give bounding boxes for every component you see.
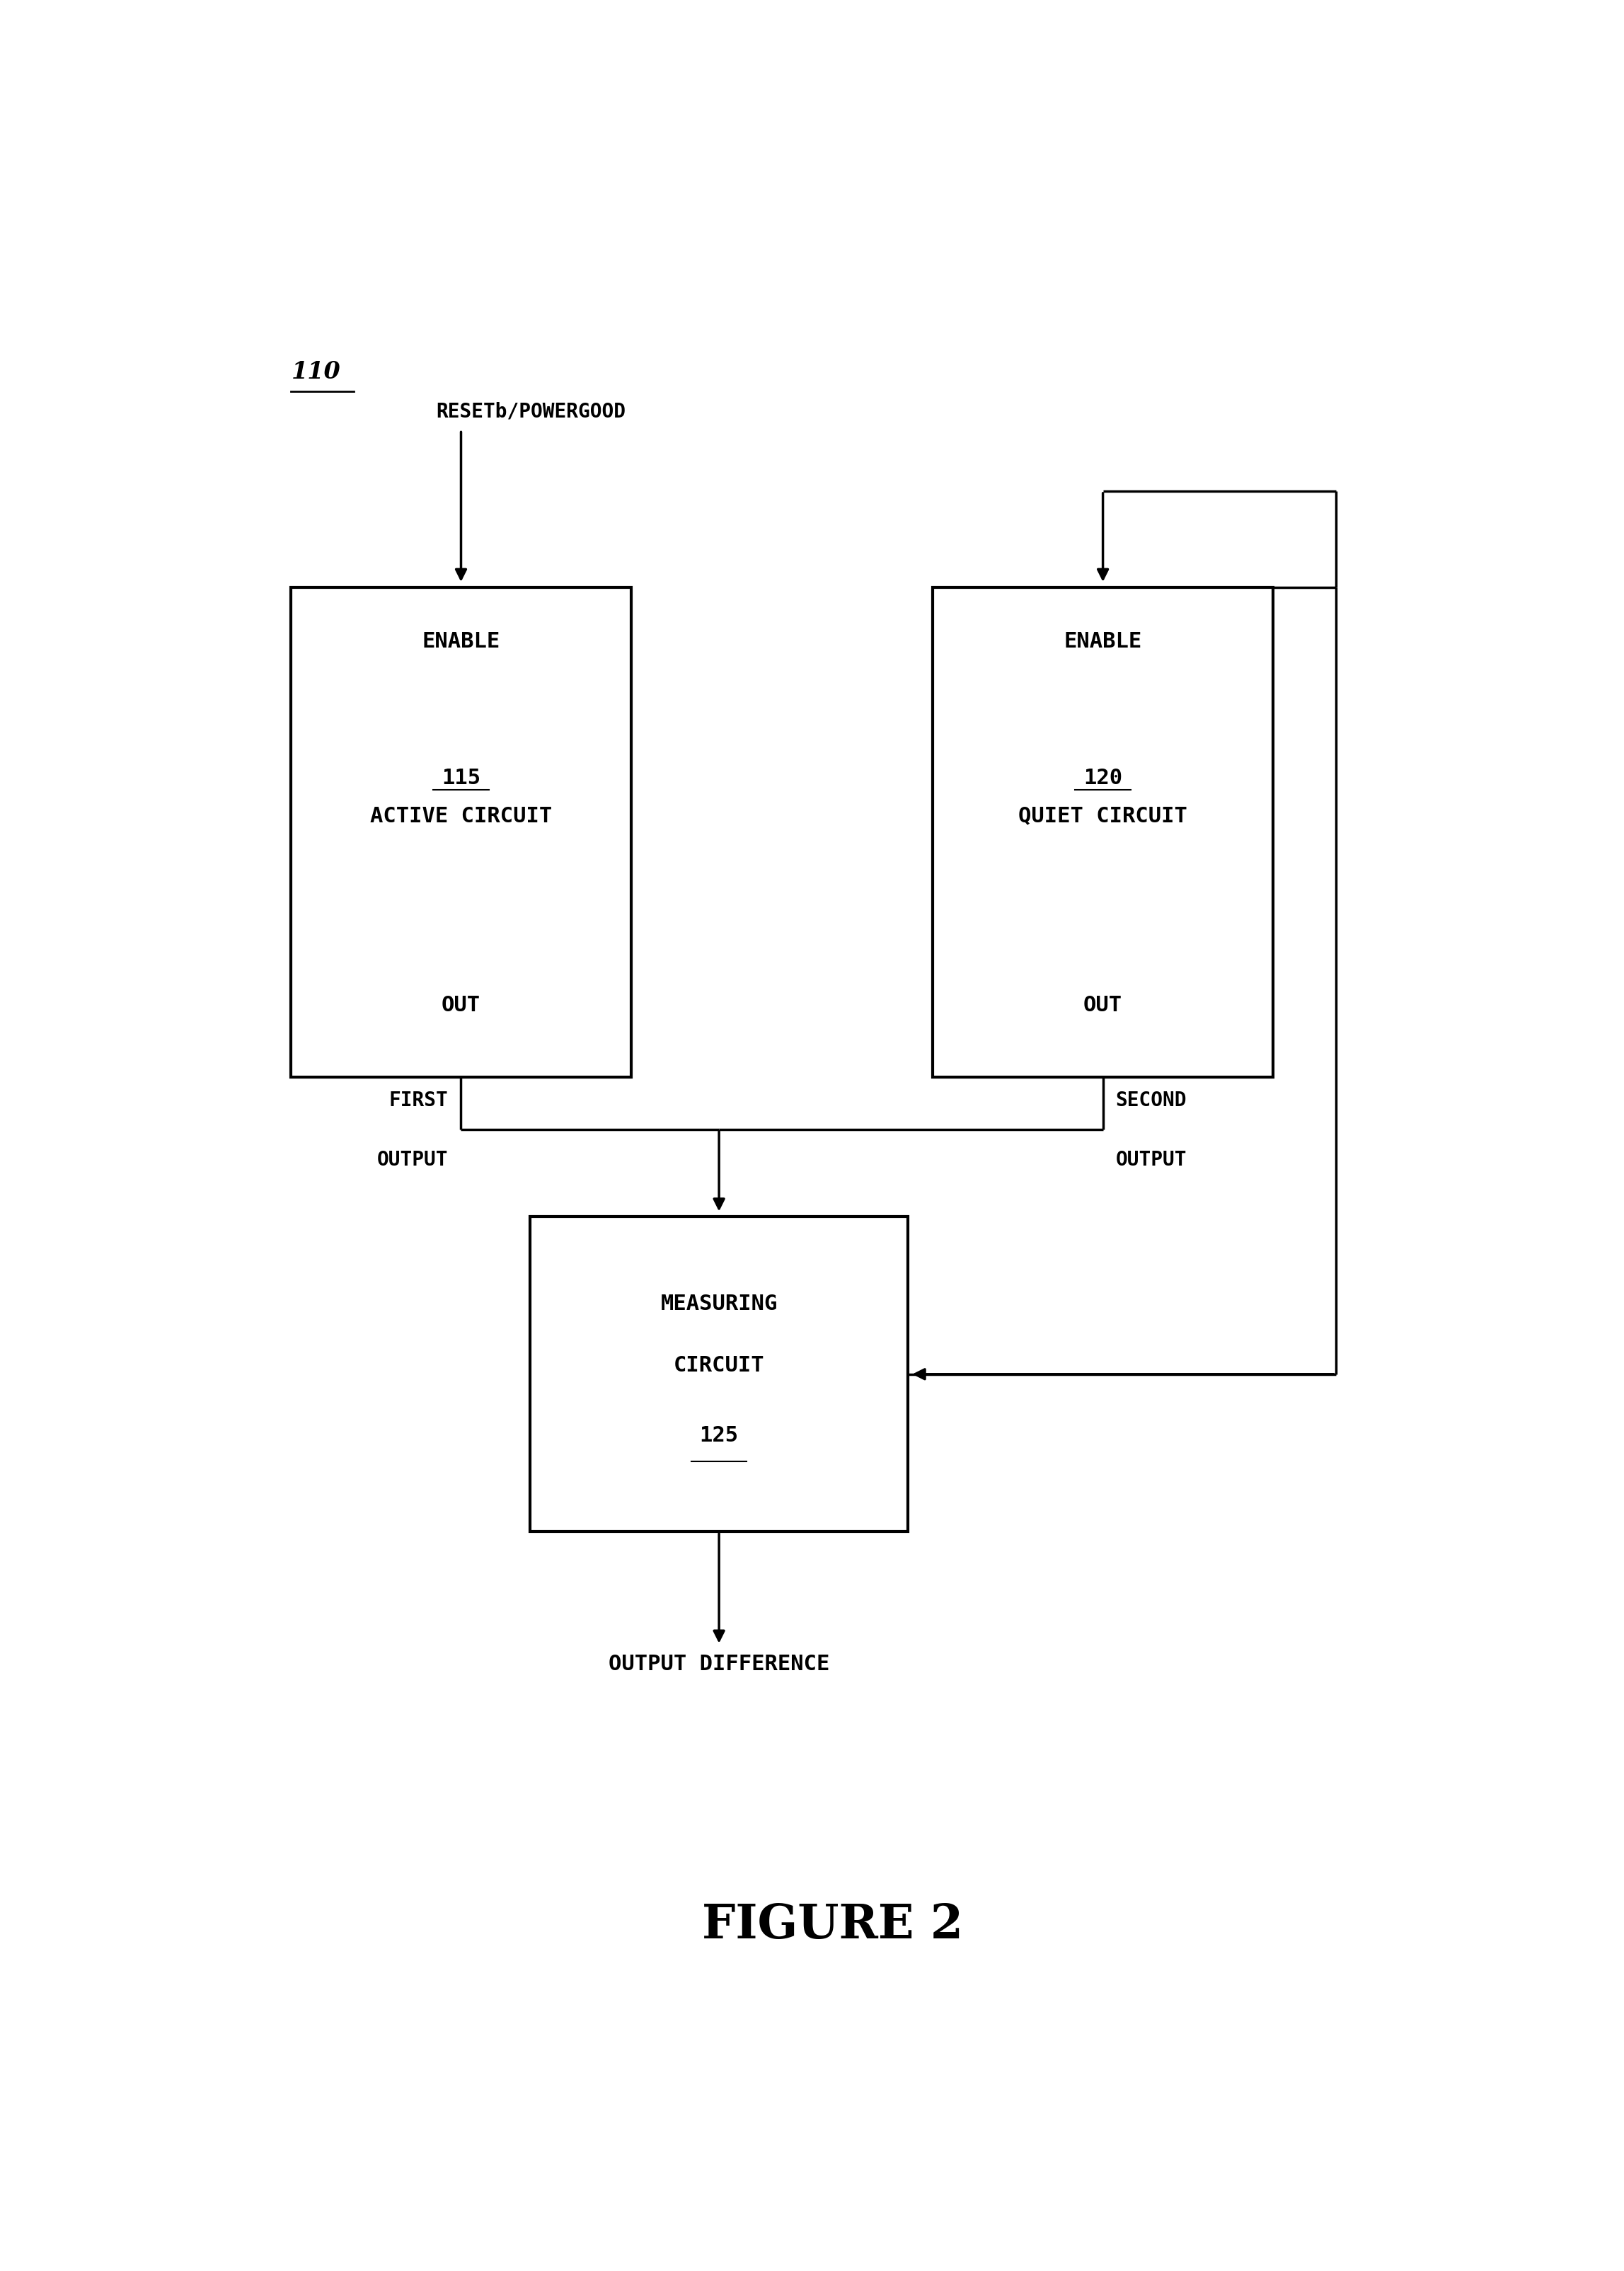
Text: 110: 110 [291,359,341,384]
Text: OUTPUT DIFFERENCE: OUTPUT DIFFERENCE [609,1653,830,1674]
Text: 120: 120 [1083,768,1122,788]
Text: 115: 115 [442,768,481,788]
Text: MEASURING: MEASURING [661,1294,778,1315]
Text: 125: 125 [700,1426,739,1447]
Text: FIRST: FIRST [390,1090,448,1111]
Bar [932,588,1273,1076]
Text: OUTPUT: OUTPUT [377,1151,448,1170]
Text: OUT: OUT [442,995,481,1015]
Text: ACTIVE CIRCUIT: ACTIVE CIRCUIT [370,806,552,827]
Bar [291,588,630,1076]
Text: ENABLE: ENABLE [422,631,500,652]
Text: ENABLE: ENABLE [1064,631,1142,652]
Text: RESETb/POWERGOOD: RESETb/POWERGOOD [435,402,625,420]
Text: OUTPUT: OUTPUT [1116,1151,1187,1170]
Text: FIGURE 2: FIGURE 2 [702,1903,963,1949]
Text: QUIET CIRCUIT: QUIET CIRCUIT [1018,806,1187,827]
Text: CIRCUIT: CIRCUIT [674,1356,765,1376]
Bar [529,1217,908,1531]
Text: OUT: OUT [1083,995,1122,1015]
Text: SECOND: SECOND [1116,1090,1187,1111]
